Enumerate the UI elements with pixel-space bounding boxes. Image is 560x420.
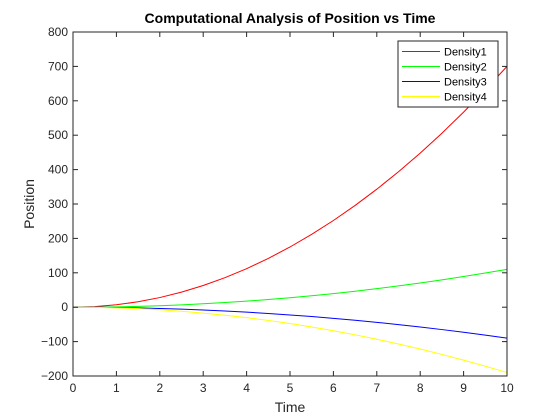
series-layer — [72, 66, 508, 374]
y-tick-label: 600 — [48, 94, 68, 108]
y-tick-label: 100 — [48, 266, 68, 280]
y-tick-label: 800 — [48, 25, 68, 39]
y-tick-label: 400 — [48, 163, 68, 177]
y-tick-label: 700 — [48, 59, 68, 73]
series-line-density3 — [72, 306, 508, 339]
y-tick-label: −100 — [41, 335, 68, 349]
ticks-layer: 0 1 2 3 4 5 6 7 8 9 10 −200 −100 0 100 200 300 400 500 600 7… — [41, 25, 514, 395]
series-line-density4 — [72, 306, 508, 374]
legend-label-density2: Density2 — [444, 62, 487, 74]
x-tick-label: 4 — [243, 381, 250, 395]
y-tick-label: 0 — [61, 300, 68, 314]
x-tick-label: 7 — [373, 381, 380, 395]
legend-label-density1: Density1 — [444, 47, 487, 59]
y-tick-label: 200 — [48, 231, 68, 245]
x-tick-label: 10 — [500, 381, 514, 395]
x-axis-label: Time — [275, 399, 306, 415]
y-tick-label: 500 — [48, 128, 68, 142]
x-tick-label: 3 — [200, 381, 207, 395]
x-tick-label: 9 — [460, 381, 467, 395]
y-tick-label: −200 — [41, 369, 68, 383]
y-axis-label: Position — [21, 179, 37, 229]
x-tick-label: 6 — [330, 381, 337, 395]
x-tick-label: 5 — [287, 381, 294, 395]
legend-label-density3: Density3 — [444, 77, 487, 89]
x-tick-label: 8 — [417, 381, 424, 395]
legend: Density1 Density2 Density3 Density4 — [397, 40, 499, 108]
y-tick-label: 300 — [48, 197, 68, 211]
series-line-density1 — [72, 66, 508, 308]
chart-title: Computational Analysis of Position vs Ti… — [145, 10, 436, 26]
series-line-density2 — [72, 268, 508, 308]
x-tick-label: 2 — [156, 381, 163, 395]
x-tick-label: 1 — [113, 381, 120, 395]
x-tick-label: 0 — [70, 381, 77, 395]
legend-label-density4: Density4 — [444, 92, 487, 104]
